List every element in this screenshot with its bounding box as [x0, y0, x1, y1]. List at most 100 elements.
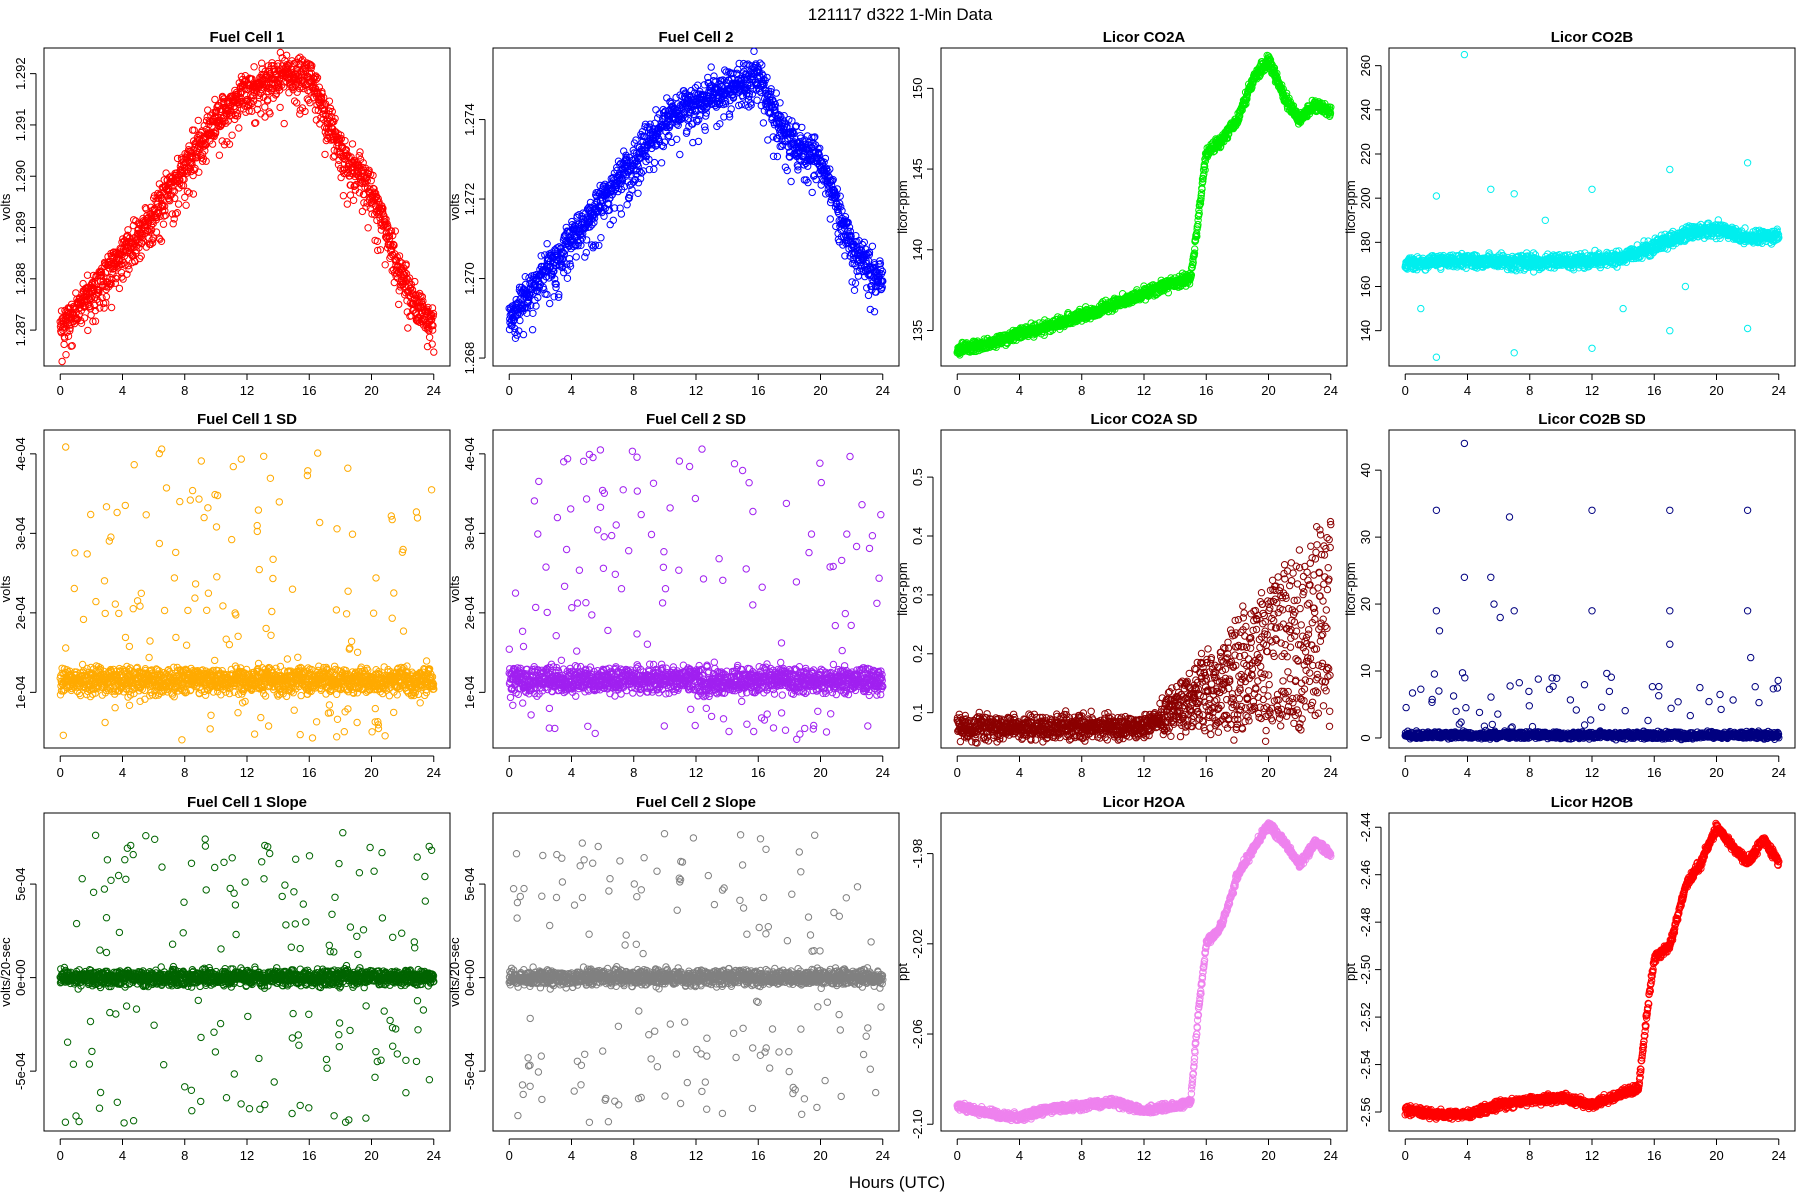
x-tick-label: 16 [302, 383, 316, 398]
data-point [190, 126, 198, 134]
data-point [773, 152, 782, 161]
y-tick-label: 140 [1358, 320, 1373, 342]
data-point [91, 317, 100, 325]
data-point [145, 228, 154, 236]
data-point [147, 226, 156, 234]
data-series [505, 47, 887, 342]
data-point [195, 168, 203, 176]
data-point [102, 292, 111, 301]
data-point [280, 119, 288, 128]
data-point [152, 228, 161, 236]
data-point [404, 324, 412, 332]
data-point [111, 279, 120, 287]
data-point [146, 240, 155, 249]
x-tick-label: 16 [1199, 383, 1213, 398]
data-point [343, 200, 351, 208]
data-point [157, 237, 166, 246]
x-tick-label: 16 [1647, 383, 1661, 398]
data-point [194, 116, 203, 125]
data-point [609, 216, 617, 225]
data-point [73, 315, 82, 324]
data-point [60, 340, 68, 349]
data-point [572, 253, 580, 261]
data-point [192, 154, 201, 162]
data-point [123, 270, 131, 278]
data-point [168, 210, 177, 218]
data-point [276, 103, 284, 112]
data-point [181, 193, 189, 202]
data-point [173, 154, 182, 163]
data-point [87, 311, 95, 319]
y-axis-label: licor-ppm [1343, 180, 1358, 233]
data-point [215, 151, 224, 159]
x-tick-label: 12 [1585, 383, 1599, 398]
x-tick-label: 20 [1261, 383, 1275, 398]
data-point [222, 119, 230, 127]
data-point [66, 324, 74, 333]
x-tick-label: 8 [1526, 383, 1533, 398]
data-point [199, 155, 208, 163]
data-point [339, 192, 348, 200]
data-point [600, 212, 608, 220]
y-tick-label: 1.274 [462, 103, 477, 136]
data-point [169, 220, 177, 228]
x-tick-label: 8 [181, 383, 188, 398]
data-point [750, 47, 758, 55]
data-point [107, 280, 115, 288]
y-tick-label: 1.288 [13, 263, 28, 296]
data-point [170, 215, 178, 223]
data-point [156, 235, 164, 243]
y-tick-label: 145 [910, 158, 925, 180]
data-point [113, 272, 121, 280]
data-point [125, 265, 133, 274]
data-series [1401, 50, 1783, 361]
y-tick-label: 1.272 [462, 183, 477, 216]
data-point [124, 226, 132, 234]
data-point [106, 279, 115, 288]
data-series [56, 48, 438, 366]
panel-title: Fuel Cell 2 [658, 29, 733, 46]
data-point [186, 164, 195, 172]
y-tick-label: 240 [1358, 99, 1373, 121]
x-tick-label: 8 [630, 383, 637, 398]
data-point [826, 215, 834, 223]
data-point [139, 237, 148, 245]
data-point [84, 326, 92, 335]
data-point [381, 261, 389, 269]
y-tick-label: 220 [1358, 143, 1373, 165]
data-point [529, 309, 537, 317]
data-point [634, 189, 642, 198]
data-point [123, 231, 132, 240]
data-point [707, 63, 715, 71]
data-point [808, 188, 816, 197]
data-point [187, 153, 196, 162]
x-tick-label: 4 [568, 383, 575, 398]
data-point [60, 334, 69, 342]
plot-frame [43, 47, 451, 367]
data-point [759, 119, 768, 127]
data-point [563, 274, 572, 282]
data-point [543, 240, 551, 248]
data-point [202, 157, 210, 165]
data-point [183, 187, 192, 196]
data-point [83, 271, 92, 279]
y-axis-label: volts [447, 193, 462, 220]
data-point [148, 239, 157, 247]
x-tick-label: 24 [427, 383, 441, 398]
x-tick-label: 16 [751, 383, 765, 398]
data-point [850, 286, 859, 294]
data-point [208, 140, 217, 148]
x-tick-label: 4 [119, 383, 126, 398]
x-tick-label: 0 [57, 383, 64, 398]
data-point [373, 237, 382, 246]
data-point [99, 277, 108, 285]
data-point [250, 63, 258, 71]
data-point [96, 304, 104, 312]
data-point [171, 194, 179, 203]
data-point [100, 304, 108, 312]
data-point [62, 351, 70, 359]
data-point [97, 268, 106, 277]
data-point [80, 314, 89, 322]
data-point [174, 200, 183, 208]
x-tick-label: 12 [240, 383, 254, 398]
